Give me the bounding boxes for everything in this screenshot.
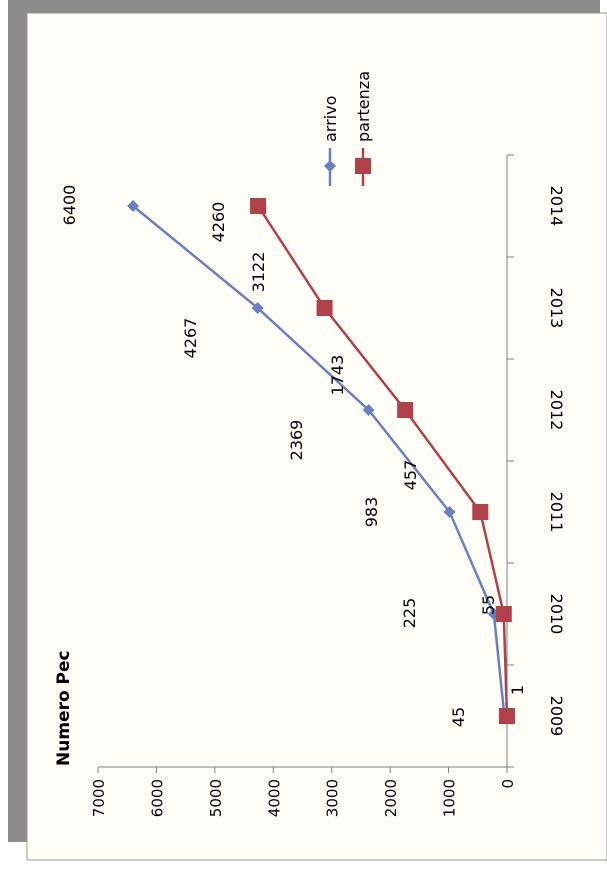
data-label-arrivo: 45	[449, 707, 468, 727]
value-tick-label: 5000	[207, 779, 225, 817]
category-tick-label: 2011	[547, 492, 566, 533]
value-tick-label: 4000	[265, 779, 283, 817]
category-tick-label: 2014	[547, 186, 566, 227]
legend-marker-partenza	[355, 158, 371, 174]
series-line-arrivo	[132, 205, 506, 717]
legend: arrivo partenza	[321, 71, 373, 186]
legend-label-arrivo: arrivo	[321, 96, 340, 142]
data-label-partenza: 55	[479, 595, 498, 615]
point-arrivo	[443, 506, 456, 518]
data-label-arrivo: 4267	[181, 318, 200, 359]
category-tick-label: 2009	[547, 696, 566, 737]
legend-marker-arrivo	[324, 160, 336, 172]
point-partenza	[316, 300, 333, 316]
point-arrivo	[251, 302, 264, 314]
data-label-partenza: 4260	[209, 202, 228, 243]
value-tick-label: 2000	[382, 779, 400, 817]
data-label-partenza: 1	[508, 685, 527, 695]
point-partenza	[250, 198, 267, 214]
chart-title: Numero Pec	[54, 650, 74, 766]
axis-layer: 0 1000 2000 3000 4000 5000 6000 7000 2009 2010 201…	[90, 154, 566, 817]
point-partenza	[472, 504, 489, 520]
series-layer	[127, 198, 515, 724]
label-layer: 45 225 983 2369 4267 6400 1 55 457 1743 3122 4260	[60, 185, 527, 728]
point-partenza	[498, 708, 515, 724]
series-line-partenza	[257, 205, 509, 717]
value-tick-label: 7000	[90, 779, 108, 817]
chart-area	[26, 12, 607, 861]
data-label-arrivo: 6400	[60, 185, 79, 226]
point-partenza	[397, 402, 414, 418]
legend-label-partenza: partenza	[354, 71, 373, 142]
data-label-arrivo: 983	[362, 497, 381, 528]
value-tick-label: 6000	[148, 779, 166, 817]
category-tick-label: 2012	[547, 390, 566, 431]
data-label-arrivo: 225	[400, 598, 419, 629]
category-tick-label: 2010	[547, 594, 566, 635]
point-arrivo	[127, 200, 140, 212]
value-tick-label: 3000	[324, 779, 342, 817]
data-label-partenza: 457	[401, 460, 420, 491]
point-partenza	[495, 606, 512, 622]
data-label-partenza: 3122	[249, 252, 268, 293]
value-tick-label: 0	[499, 779, 517, 789]
category-tick-label: 2013	[547, 288, 566, 329]
data-label-arrivo: 2369	[287, 420, 306, 461]
point-arrivo	[362, 404, 375, 416]
data-label-partenza: 1743	[328, 355, 347, 396]
value-tick-label: 1000	[441, 779, 459, 817]
